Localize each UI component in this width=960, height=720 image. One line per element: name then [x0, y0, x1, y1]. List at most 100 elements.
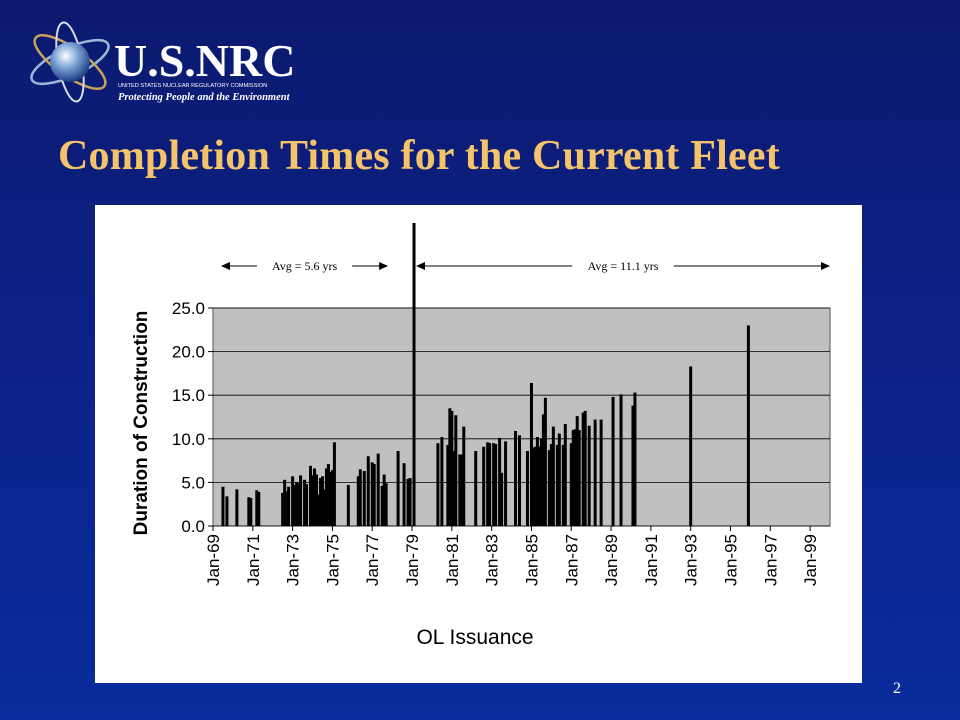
bar: [543, 397, 547, 526]
bar: [746, 325, 750, 526]
bar: [408, 478, 412, 526]
bar: [297, 483, 301, 526]
bar: [311, 475, 315, 526]
bar: [291, 476, 295, 526]
bar: [446, 444, 450, 526]
bar: [460, 454, 464, 526]
bar: [412, 475, 416, 526]
bar: [305, 484, 309, 526]
bar: [257, 491, 261, 526]
bar: [452, 451, 456, 526]
bar: [541, 414, 545, 526]
bar: [235, 489, 239, 526]
x-tick-label: Jan-81: [443, 534, 462, 586]
bar: [303, 479, 307, 526]
bar: [313, 468, 317, 526]
bar: [504, 441, 508, 526]
bar: [583, 410, 587, 526]
bar: [533, 446, 537, 526]
x-tick-label: Jan-73: [284, 534, 303, 586]
x-axis-title: OL Issuance: [416, 626, 533, 649]
bar: [575, 416, 579, 526]
bar: [283, 479, 287, 526]
bar: [539, 438, 543, 526]
bar: [295, 482, 299, 526]
bar: [382, 474, 386, 526]
page-number: 2: [893, 680, 901, 697]
bar: [547, 450, 551, 526]
bar: [376, 453, 380, 526]
bar: [326, 464, 330, 526]
x-tick-label: Jan-75: [323, 534, 342, 586]
bar: [551, 426, 555, 526]
bar: [366, 456, 370, 526]
bar: [514, 430, 518, 526]
bar: [563, 423, 567, 526]
x-tick-label: Jan-93: [682, 534, 701, 586]
bar: [402, 463, 406, 526]
bar: [525, 451, 529, 526]
bar: [225, 496, 229, 526]
bar: [500, 472, 504, 526]
bar: [498, 437, 502, 526]
bar: [482, 446, 486, 526]
bar: [689, 366, 693, 526]
bar: [492, 443, 496, 526]
bar: [380, 485, 384, 526]
bar: [569, 443, 573, 526]
bar: [328, 471, 332, 526]
bar: [537, 446, 541, 526]
logo-subtitle: UNITED STATES NUCLEAR REGULATORY COMMISS…: [118, 83, 267, 89]
bar: [448, 408, 452, 526]
arrow-left-icon: [416, 262, 426, 270]
bar: [611, 396, 615, 526]
logo-tagline: Protecting People and the Environment: [118, 92, 291, 103]
bar: [293, 485, 297, 526]
bar: [555, 444, 559, 526]
arrow-right-icon: [821, 262, 830, 270]
x-tick-label: Jan-89: [602, 534, 621, 586]
x-tick-label: Jan-83: [483, 534, 502, 586]
x-tick-label: Jan-99: [801, 534, 820, 586]
bar: [549, 444, 553, 526]
bar: [633, 392, 637, 526]
bar: [458, 454, 462, 526]
bar: [450, 410, 454, 526]
bar: [309, 465, 313, 526]
y-tick-label: 15.0: [172, 386, 205, 405]
bar: [332, 442, 336, 526]
x-tick-label: Jan-69: [204, 534, 223, 586]
bar: [247, 497, 251, 526]
bar: [299, 475, 303, 526]
atom-logo-icon: U.S.NRC UNITED STATES NUCLEAR REGULATORY…: [30, 21, 295, 103]
bar: [372, 464, 376, 526]
avg-annotation-label: Avg = 5.6 yrs: [272, 259, 338, 273]
bar: [440, 437, 444, 526]
x-tick-label: Jan-71: [244, 534, 263, 586]
x-tick-label: Jan-77: [363, 534, 382, 586]
duration-bar-chart: 0.0 5.0 10.0 15.0 20.0 25.0 Jan-69 Jan-71 Jan-73…: [131, 223, 831, 649]
bar: [561, 444, 565, 526]
bar: [255, 490, 259, 526]
bar: [281, 492, 285, 526]
bar: [320, 476, 324, 526]
y-tick-label: 5.0: [181, 473, 205, 492]
bar: [330, 470, 334, 526]
bar: [454, 415, 458, 526]
bar: [436, 443, 440, 526]
bar: [631, 405, 635, 526]
y-tick-label: 25.0: [172, 299, 205, 318]
nrc-logo: U.S.NRC UNITED STATES NUCLEAR REGULATORY…: [22, 20, 322, 110]
x-tick-label: Jan-79: [403, 534, 422, 586]
bar: [318, 478, 322, 526]
bar: [529, 382, 533, 526]
bar: [322, 489, 326, 526]
bar: [587, 425, 591, 526]
bar: [462, 426, 466, 526]
bar: [384, 483, 388, 526]
bar: [486, 442, 490, 526]
logo-name: U.S.NRC: [114, 35, 295, 86]
bar: [406, 478, 410, 526]
x-tick-label: Jan-95: [721, 534, 740, 586]
bar: [370, 462, 374, 526]
